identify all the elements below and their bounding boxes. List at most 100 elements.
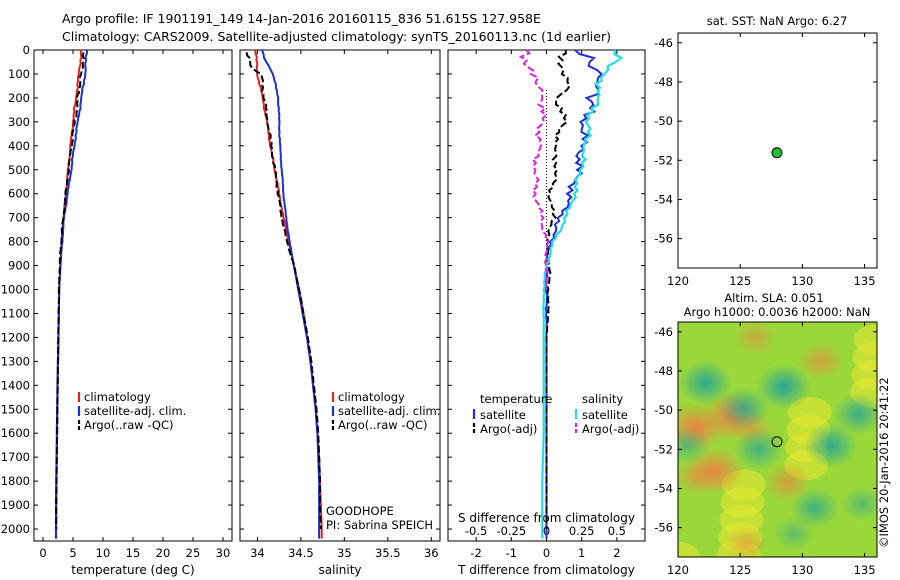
salinity-diff-tick-label: 0.25 <box>569 524 595 538</box>
depth-tick-label: 100 <box>8 67 30 81</box>
map-sla-ytick-label: -56 <box>654 521 673 535</box>
temperature-xtick-label: 0 <box>39 546 46 560</box>
temperature-legend-entry: climatology <box>84 390 151 404</box>
salinity-xtick-label: 35 <box>337 546 352 560</box>
map-sla-ytick-label: -48 <box>654 364 673 378</box>
temperature-xtick-label: 10 <box>96 546 111 560</box>
depth-tick-label: 2000 <box>1 522 30 536</box>
depth-tick-label: 1100 <box>1 306 30 320</box>
sla-low-anomaly <box>772 515 815 552</box>
salinity-diff-tick-label: -0.25 <box>496 524 526 538</box>
temperature-xtick-label: 25 <box>186 546 201 560</box>
depth-tick-label: 600 <box>8 187 30 201</box>
map-sst-xtick-label: 125 <box>729 274 751 288</box>
sla-low-anomaly <box>678 426 710 465</box>
map-sst-ytick-label: -50 <box>654 114 673 128</box>
diff-legend-title-salinity: salinity <box>582 392 623 406</box>
diff-legend-entry: satellite <box>480 408 526 422</box>
argo-location-marker <box>771 436 783 448</box>
map-sst-xtick-label: 135 <box>854 274 876 288</box>
depth-tick-label: 1400 <box>1 378 30 392</box>
salinity-frame <box>239 49 441 542</box>
map-sla-xtick-label: 130 <box>791 563 813 577</box>
difference-xtick-label: 0 <box>543 546 550 560</box>
map-sla-ytick-label: -50 <box>654 403 673 417</box>
sla-low-anomaly <box>678 360 733 406</box>
difference-series-argoadj-temperature <box>545 49 571 529</box>
map-sst-ytick-label: -52 <box>654 153 673 167</box>
diff-legend-title-temperature: temperature <box>480 392 552 406</box>
depth-tick-label: 200 <box>8 91 30 105</box>
depth-tick-label: 1900 <box>1 498 30 512</box>
map-sla-xtick-label: 120 <box>667 563 689 577</box>
salinity-series-argorawqc <box>245 52 322 530</box>
sla-low-anomaly <box>840 485 877 523</box>
salinity-legend-entry: climatology <box>338 390 405 404</box>
sla-high-anomaly <box>733 322 777 356</box>
depth-tick-label: 1300 <box>1 354 30 368</box>
project-annotation: GOODHOPE <box>326 504 394 518</box>
temperature-xlabel: temperature (deg C) <box>71 563 194 577</box>
sla-low-anomaly <box>804 422 858 468</box>
figure-title-line1: Argo profile: IF 1901191_149 14-Jan-2016… <box>62 11 541 26</box>
sla-map-title: Altim. SLA: 0.051 <box>724 291 823 305</box>
map-sst-ytick-label: -46 <box>654 36 673 50</box>
depth-tick-label: 700 <box>8 211 30 225</box>
sla-high-anomaly <box>797 341 845 381</box>
difference-series-argoadj-salinity <box>518 49 550 290</box>
difference-series-satellite-salinity <box>541 49 624 539</box>
map-sla-xtick-label: 125 <box>729 563 751 577</box>
sla-texture-blob <box>678 542 700 557</box>
depth-tick-label: 1000 <box>1 283 30 297</box>
sla-high-anomaly <box>678 457 720 496</box>
difference-xtick-label: -2 <box>470 546 481 560</box>
map-sla-ytick-label: -46 <box>654 325 673 339</box>
salinity-xtick-label: 34.5 <box>288 546 314 560</box>
diff-legend-entry: satellite <box>582 408 628 422</box>
salinity-diff-tick-label: 0.5 <box>608 524 626 538</box>
temperature-series-argorawqc <box>55 52 86 529</box>
depth-tick-label: 800 <box>8 235 30 249</box>
temperature-series-satelliteadjclim <box>54 49 88 539</box>
difference-xtick-label: 1 <box>578 546 585 560</box>
sla-low-anomaly <box>718 386 770 430</box>
depth-tick-label: 1500 <box>1 402 30 416</box>
temperature-xtick-label: 30 <box>216 546 231 560</box>
map-sla-frame <box>677 321 878 558</box>
map-sla-field <box>678 322 877 557</box>
depth-tick-label: 0 <box>23 43 30 57</box>
difference-xtick-label: -1 <box>506 546 517 560</box>
sla-low-anomaly <box>756 363 812 410</box>
map-sla-xtick-label: 135 <box>854 563 876 577</box>
map-sla-ytick-label: -54 <box>654 481 673 495</box>
map-sst-ytick-label: -54 <box>654 192 673 206</box>
figure-title-line2: Climatology: CARS2009. Satellite-adjuste… <box>62 29 611 44</box>
salinity-diff-tick-label: -0.5 <box>465 524 487 538</box>
difference-xtick-label: 2 <box>613 546 620 560</box>
map-sst-ytick-label: -56 <box>654 232 673 246</box>
depth-tick-label: 900 <box>8 259 30 273</box>
depth-tick-label: 1200 <box>1 330 30 344</box>
depth-tick-label: 1700 <box>1 450 30 464</box>
diff-legend-entry: Argo(-adj) <box>582 422 639 436</box>
pi-annotation: PI: Sabrina SPEICH <box>326 518 433 532</box>
depth-tick-label: 400 <box>8 139 30 153</box>
diff-legend-entry: Argo(-adj) <box>480 422 537 436</box>
depth-tick-label: 1600 <box>1 426 30 440</box>
map-sst-ytick-label: -48 <box>654 75 673 89</box>
salinity-xtick-label: 35.5 <box>375 546 401 560</box>
argo-location-marker <box>771 147 783 159</box>
temperature-legend-entry: satellite-adj. clim. <box>84 404 186 418</box>
depth-tick-label: 500 <box>8 163 30 177</box>
temperature-xtick-label: 15 <box>126 546 141 560</box>
sst-map-title: sat. SST: NaN Argo: 6.27 <box>707 14 848 28</box>
salinity-legend-entry: satellite-adj. clim. <box>338 404 440 418</box>
temperature-frame <box>33 49 233 542</box>
map-sla-ytick-label: -52 <box>654 442 673 456</box>
salinity-xtick-label: 34 <box>250 546 265 560</box>
sla-high-anomaly <box>724 525 769 557</box>
map-sst-xtick-label: 130 <box>791 274 813 288</box>
temperature-legend-entry: Argo(..raw -QC) <box>84 418 174 432</box>
sla-low-anomaly <box>832 392 877 436</box>
